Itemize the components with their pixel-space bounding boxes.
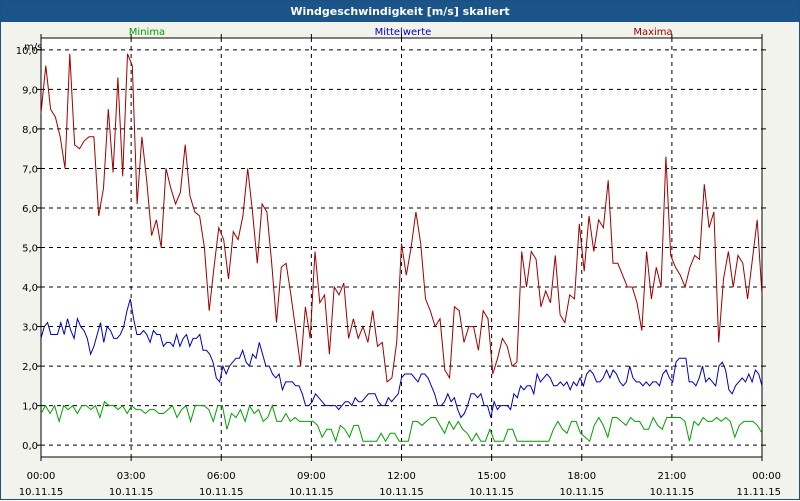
y-tick-label: 5,0 xyxy=(22,244,38,255)
x-tick-date-label: 10.11.15 xyxy=(559,487,604,498)
x-tick-time-label: 09:00 xyxy=(297,471,326,482)
x-tick-date-label: 10.11.15 xyxy=(469,487,514,498)
y-tick-label: 0,0 xyxy=(22,441,38,452)
y-tick-label: 10,0 xyxy=(16,46,38,57)
x-tick-time-label: 03:00 xyxy=(117,471,146,482)
y-axis: 0,0 1,0 2,0 3,0 4,0 5,0 6,0 7,0 8,0 9,0 10,0 xyxy=(16,46,766,452)
x-tick-date-label: 11.11.15 xyxy=(736,487,781,498)
y-axis-label: m/s xyxy=(24,42,42,53)
y-tick-label: 1,0 xyxy=(22,402,38,413)
x-tick-date-label: 10.11.15 xyxy=(19,487,64,498)
x-tick-date-label: 10.11.15 xyxy=(650,487,695,498)
x-tick-time-label: 15:00 xyxy=(477,471,506,482)
series-line-minima xyxy=(40,400,763,443)
x-axis: 00:00 10.11.15 03:00 10.11.15 06:00 10.11.15 0… xyxy=(19,34,781,498)
x-tick-time-label: 18:00 xyxy=(567,471,596,482)
legend: Minima Mittelwerte Maxima xyxy=(129,27,673,38)
x-tick-date-label: 10.11.15 xyxy=(289,487,334,498)
y-tick-label: 7,0 xyxy=(22,164,38,175)
series-line-maxima xyxy=(40,53,763,383)
x-tick-time-label: 12:00 xyxy=(387,471,416,482)
x-tick-date-label: 10.11.15 xyxy=(379,487,424,498)
chart-title: Windgeschwindigkeit [m/s] skaliert xyxy=(1,1,799,22)
x-tick-time-label: 06:00 xyxy=(207,471,236,482)
x-tick-time-label: 00:00 xyxy=(27,471,56,482)
legend-entry-minima: Minima xyxy=(129,27,165,38)
y-tick-label: 3,0 xyxy=(22,323,38,334)
series-line-mittelwerte xyxy=(40,298,763,419)
x-tick-date-label: 10.11.15 xyxy=(109,487,154,498)
x-tick-time-label: 21:00 xyxy=(657,471,686,482)
x-tick-time-label: 00:00 xyxy=(752,471,781,482)
legend-entry-mittelwerte: Mittelwerte xyxy=(375,27,432,38)
series-layer xyxy=(40,53,763,443)
y-tick-label: 6,0 xyxy=(22,204,38,215)
legend-entry-maxima: Maxima xyxy=(633,27,672,38)
x-tick-date-label: 10.11.15 xyxy=(199,487,244,498)
y-tick-label: 2,0 xyxy=(22,362,38,373)
y-tick-label: 4,0 xyxy=(22,283,38,294)
y-tick-label: 9,0 xyxy=(22,85,38,96)
y-tick-label: 8,0 xyxy=(22,125,38,136)
